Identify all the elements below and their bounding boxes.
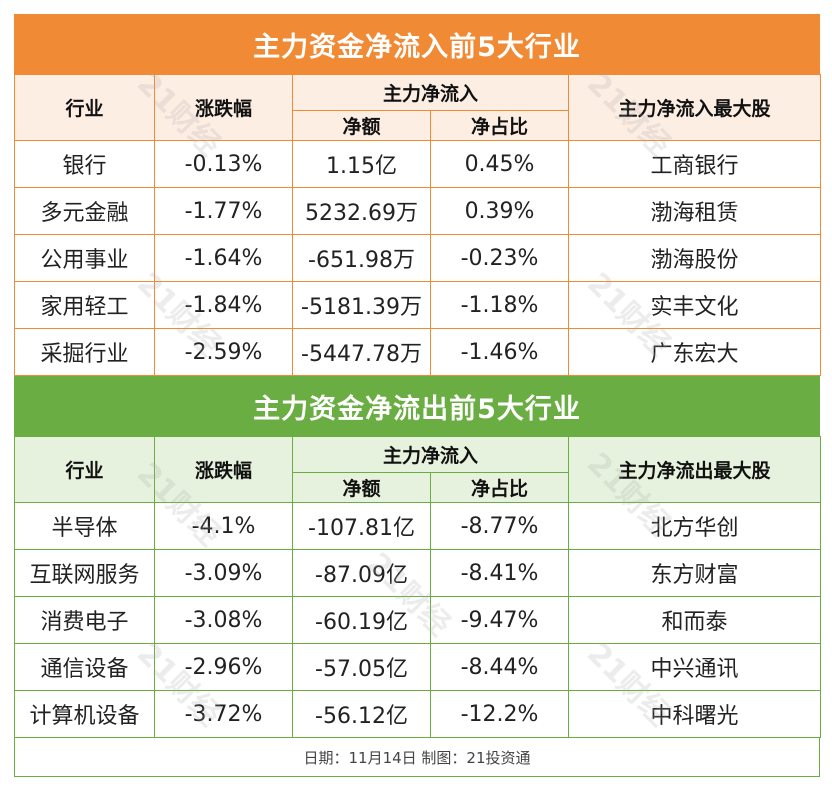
header-top-stock: 主力净流入最大股	[568, 74, 822, 141]
inflow-table: 行业 涨跌幅 主力净流入 主力净流入最大股 净额 净占比 银行 -0.13% 1…	[14, 74, 822, 376]
industry-cell: 采掘行业	[14, 328, 155, 376]
change-cell: -3.08%	[154, 596, 293, 644]
stock-cell: 工商银行	[568, 140, 822, 188]
header-net-ratio: 净占比	[429, 472, 570, 503]
amount-cell: -56.12亿	[292, 690, 431, 738]
industry-cell: 半导体	[14, 502, 155, 550]
stock-cell: 渤海股份	[568, 234, 822, 282]
header-main-flow: 主力净流入	[291, 74, 570, 111]
table-row: 家用轻工 -1.84% -5181.39万 -1.18% 实丰文化	[14, 281, 822, 329]
change-cell: -1.84%	[154, 281, 293, 329]
stock-cell: 广东宏大	[568, 328, 822, 376]
change-cell: -4.1%	[154, 502, 293, 550]
industry-cell: 计算机设备	[14, 690, 155, 738]
change-cell: -1.77%	[154, 187, 293, 235]
stock-cell: 实丰文化	[568, 281, 822, 329]
table-row: 半导体 -4.1% -107.81亿 -8.77% 北方华创	[14, 502, 822, 550]
ratio-cell: 0.45%	[429, 140, 570, 188]
amount-cell: -87.09亿	[292, 549, 431, 597]
industry-cell: 互联网服务	[14, 549, 155, 597]
header-net-ratio: 净占比	[429, 110, 570, 141]
amount-cell: -651.98万	[292, 234, 431, 282]
amount-cell: -107.81亿	[292, 502, 431, 550]
header-top-stock: 主力净流出最大股	[568, 436, 822, 503]
industry-cell: 通信设备	[14, 643, 155, 691]
amount-cell: -57.05亿	[292, 643, 431, 691]
outflow-table: 行业 涨跌幅 主力净流入 主力净流出最大股 净额 净占比 半导体 -4.1% -…	[14, 436, 822, 738]
header-change: 涨跌幅	[154, 436, 293, 503]
header-industry: 行业	[14, 74, 155, 141]
industry-cell: 公用事业	[14, 234, 155, 282]
change-cell: -0.13%	[154, 140, 293, 188]
table-row: 采掘行业 -2.59% -5447.78万 -1.46% 广东宏大	[14, 328, 822, 376]
table-row: 通信设备 -2.96% -57.05亿 -8.44% 中兴通讯	[14, 643, 822, 691]
industry-cell: 家用轻工	[14, 281, 155, 329]
table-row: 消费电子 -3.08% -60.19亿 -9.47% 和而泰	[14, 596, 822, 644]
industry-cell: 多元金融	[14, 187, 155, 235]
stock-cell: 中兴通讯	[568, 643, 822, 691]
amount-cell: -60.19亿	[292, 596, 431, 644]
ratio-cell: -8.77%	[429, 502, 570, 550]
amount-cell: -5447.78万	[292, 328, 431, 376]
inflow-title: 主力资金净流入前5大行业	[14, 14, 820, 74]
outflow-title: 主力资金净流出前5大行业	[14, 376, 820, 436]
amount-cell: -5181.39万	[292, 281, 431, 329]
header-net-amount: 净额	[292, 110, 431, 141]
stock-cell: 中科曙光	[568, 690, 822, 738]
stock-cell: 东方财富	[568, 549, 822, 597]
industry-cell: 银行	[14, 140, 155, 188]
header-main-flow: 主力净流入	[291, 436, 570, 473]
stock-cell: 渤海租赁	[568, 187, 822, 235]
ratio-cell: -1.18%	[429, 281, 570, 329]
ratio-cell: -8.44%	[429, 643, 570, 691]
table-row: 互联网服务 -3.09% -87.09亿 -8.41% 东方财富	[14, 549, 822, 597]
header-industry: 行业	[14, 436, 155, 503]
change-cell: -2.96%	[154, 643, 293, 691]
amount-cell: 1.15亿	[292, 140, 431, 188]
amount-cell: 5232.69万	[292, 187, 431, 235]
header-net-amount: 净额	[292, 472, 431, 503]
stock-cell: 北方华创	[568, 502, 822, 550]
ratio-cell: -1.46%	[429, 328, 570, 376]
table-row: 多元金融 -1.77% 5232.69万 0.39% 渤海租赁	[14, 187, 822, 235]
table-row: 公用事业 -1.64% -651.98万 -0.23% 渤海股份	[14, 234, 822, 282]
ratio-cell: -8.41%	[429, 549, 570, 597]
ratio-cell: -0.23%	[429, 234, 570, 282]
table-row: 银行 -0.13% 1.15亿 0.45% 工商银行	[14, 140, 822, 188]
stock-cell: 和而泰	[568, 596, 822, 644]
ratio-cell: 0.39%	[429, 187, 570, 235]
change-cell: -3.09%	[154, 549, 293, 597]
ratio-cell: -12.2%	[429, 690, 570, 738]
footer-caption: 日期：11月14日 制图：21投资通	[14, 738, 820, 777]
change-cell: -3.72%	[154, 690, 293, 738]
industry-cell: 消费电子	[14, 596, 155, 644]
infographic: 主力资金净流入前5大行业 行业 涨跌幅 主力净流入 主力净流入最大股 净额 净占…	[14, 14, 822, 777]
ratio-cell: -9.47%	[429, 596, 570, 644]
header-change: 涨跌幅	[154, 74, 293, 141]
change-cell: -2.59%	[154, 328, 293, 376]
change-cell: -1.64%	[154, 234, 293, 282]
table-row: 计算机设备 -3.72% -56.12亿 -12.2% 中科曙光	[14, 690, 822, 738]
